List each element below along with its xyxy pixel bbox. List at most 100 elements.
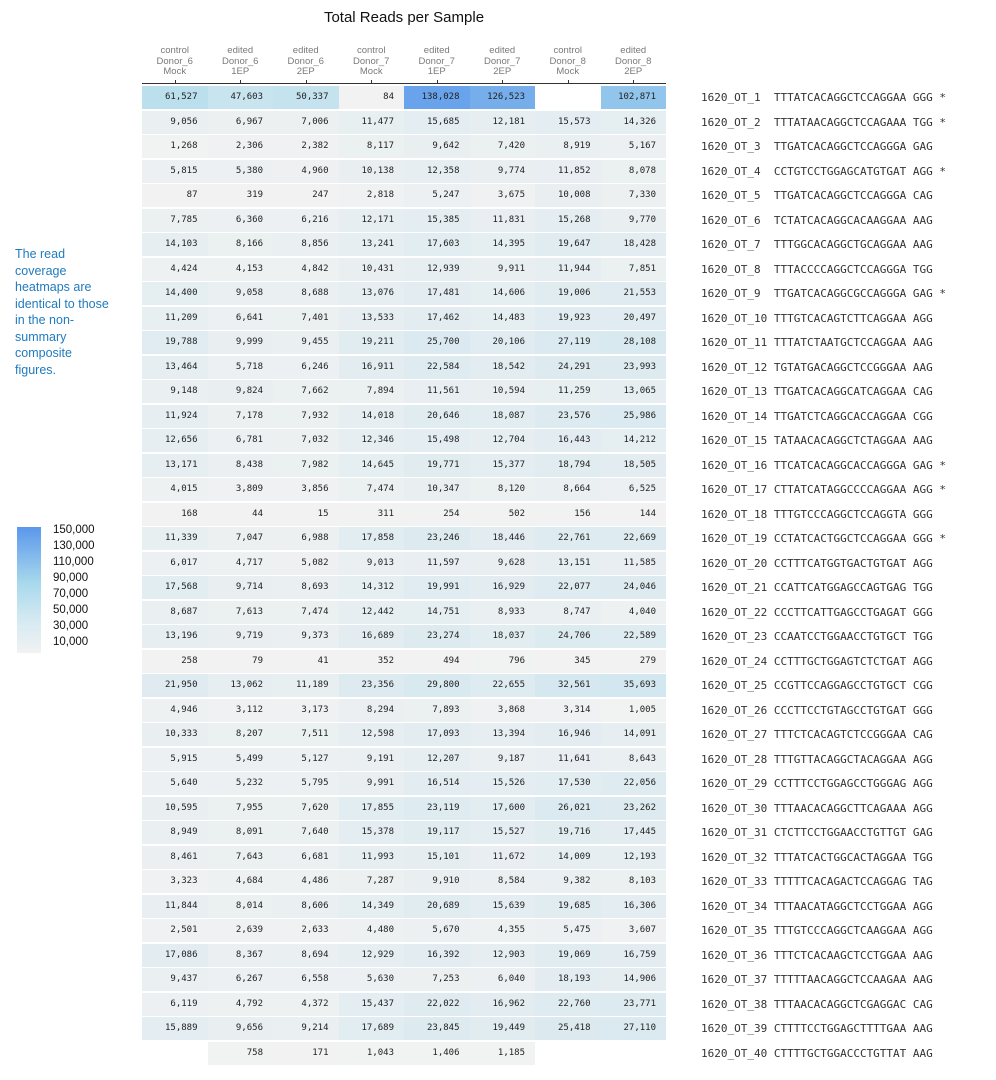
heatmap-cell: 8,078 <box>600 159 666 183</box>
site-sequence-label: 1620_OT_1 TTTATCACAGGCTCCAGGAA GGG * <box>701 91 947 104</box>
heatmap-cell: 11,924 <box>142 404 208 428</box>
column-header: edited Donor_8 2EP <box>601 45 667 78</box>
heatmap-cell: 28,108 <box>600 331 666 354</box>
heatmap-cell: 17,858 <box>338 527 404 550</box>
heatmap-cell: 18,446 <box>469 527 535 550</box>
column-header-line: edited <box>423 45 450 56</box>
heatmap-cell: 279 <box>600 649 666 673</box>
heatmap-cell: 17,462 <box>404 306 470 330</box>
column-header-line: Donor_8 <box>615 55 652 67</box>
heatmap-cell: 17,855 <box>338 796 404 820</box>
heatmap-cell: 156 <box>535 502 601 526</box>
heatmap-cell: 16,306 <box>600 894 666 918</box>
heatmap-cell: 22,077 <box>535 576 601 599</box>
site-sequence-label: 1620_OT_30 TTTAACACAGGCTTCAGAAA AGG <box>701 801 933 815</box>
column-header-line: edited <box>227 45 254 56</box>
heatmap-cell: 9,656 <box>207 1017 273 1040</box>
column-header-line: Mock <box>556 66 580 77</box>
heatmap-cell: 6,681 <box>273 845 339 869</box>
heatmap-cell: 8,643 <box>600 747 666 771</box>
heatmap-cell: 9,910 <box>404 870 470 893</box>
heatmap-cell: 10,347 <box>404 478 470 501</box>
heatmap-cell: 27,110 <box>600 1017 666 1040</box>
heatmap-cell: 47,603 <box>207 86 273 109</box>
heatmap-cell: 9,719 <box>207 625 273 648</box>
legend-tick-label: 50,000 <box>53 604 89 616</box>
heatmap-cell: 8,688 <box>273 282 339 305</box>
heatmap-cell: 3,868 <box>469 698 535 722</box>
heatmap-cell: 9,628 <box>469 551 535 575</box>
heatmap-cell: 23,246 <box>404 527 470 550</box>
heatmap-cell: 12,442 <box>338 600 404 624</box>
heatmap-cell: 11,209 <box>142 306 208 330</box>
heatmap-cell: 17,530 <box>535 772 601 795</box>
heatmap-cell: 13,464 <box>142 355 208 379</box>
heatmap-cell: 4,355 <box>469 919 535 942</box>
site-sequence-label: 1620_OT_32 TTTATCACTGGCACTAGGAA TGG <box>701 850 933 864</box>
column-header-line: Donor_7 <box>418 55 455 67</box>
heatmap-cell: 23,771 <box>600 992 666 1016</box>
heatmap-cell: 17,689 <box>338 1017 404 1040</box>
heatmap-cell: 8,584 <box>469 870 535 893</box>
heatmap-cell: 7,851 <box>600 257 666 281</box>
heatmap-cell: 9,999 <box>207 331 273 354</box>
heatmap-cell: 16,946 <box>535 723 601 746</box>
heatmap-cell: 12,903 <box>469 943 535 967</box>
heatmap-cell: 5,630 <box>338 968 404 991</box>
heatmap-cell: 14,312 <box>338 576 404 599</box>
heatmap-cell: 254 <box>404 502 470 526</box>
column-tick <box>371 80 373 84</box>
heatmap-cell: 12,656 <box>142 429 208 452</box>
heatmap-cell: 44 <box>207 502 273 526</box>
heatmap-cell: 5,640 <box>142 772 208 795</box>
heatmap-cell: 26,021 <box>535 796 601 820</box>
heatmap-cell: 9,911 <box>469 257 535 281</box>
heatmap-cell: 19,647 <box>535 233 601 256</box>
heatmap-cell: 11,561 <box>404 380 470 403</box>
heatmap-cell: 7,253 <box>404 968 470 991</box>
heatmap-cell: 5,815 <box>142 159 208 183</box>
heatmap-cell: 12,207 <box>404 747 470 771</box>
heatmap-cell: 16,929 <box>469 576 535 599</box>
column-tick <box>436 80 438 84</box>
column-tick <box>502 80 504 84</box>
heatmap-cell: 13,076 <box>338 282 404 305</box>
heatmap-cell: 8,117 <box>338 135 404 158</box>
site-sequence-label: 1620_OT_22 CCCTTCATTGAGCCTGAGAT GGG <box>701 605 933 619</box>
heatmap-cell: 11,852 <box>535 159 601 183</box>
column-header-line: Donor_7 <box>484 55 521 67</box>
heatmap-cell: 17,568 <box>142 576 208 599</box>
heatmap-cell: 13,196 <box>142 625 208 648</box>
site-sequence-label: 1620_OT_33 TTTTTCACAGACTCCAGGAG TAG <box>701 875 933 888</box>
column-header: control Donor_6 Mock <box>142 45 208 78</box>
heatmap-cell: 5,167 <box>600 135 666 158</box>
heatmap-cell: 3,173 <box>273 698 339 722</box>
heatmap-cell: 12,704 <box>469 429 535 452</box>
heatmap-cell: 14,906 <box>600 968 666 991</box>
column-tick <box>174 80 176 84</box>
heatmap-cell: 8,664 <box>535 478 601 501</box>
heatmap-cell: 7,894 <box>338 380 404 403</box>
heatmap-cell: 9,714 <box>207 576 273 599</box>
heatmap-cell: 1,406 <box>404 1041 470 1065</box>
heatmap-cell: 9,056 <box>142 110 208 134</box>
heatmap-cell: 9,824 <box>207 380 273 403</box>
heatmap-cell: 4,717 <box>207 551 273 575</box>
heatmap-cell: 19,069 <box>535 943 601 967</box>
heatmap-cell: 8,687 <box>142 600 208 624</box>
heatmap-cell: 7,932 <box>273 404 339 428</box>
column-header-line: control <box>553 45 582 56</box>
heatmap-cell: 15,639 <box>469 894 535 918</box>
heatmap-cell: 4,792 <box>207 992 273 1016</box>
heatmap-cell: 8,856 <box>273 233 339 256</box>
heatmap-cell: 7,620 <box>273 796 339 820</box>
heatmap-cell: 494 <box>404 649 470 673</box>
heatmap-cell: 7,474 <box>273 600 339 624</box>
heatmap-cell: 21,950 <box>142 674 208 697</box>
heatmap-cell: 3,323 <box>142 870 208 893</box>
heatmap-cell: 8,166 <box>207 233 273 256</box>
heatmap-cell: 61,527 <box>142 86 208 109</box>
heatmap-cell: 2,306 <box>207 135 273 158</box>
legend-tick-label: 30,000 <box>53 620 89 632</box>
heatmap-cell: 7,047 <box>207 527 273 550</box>
